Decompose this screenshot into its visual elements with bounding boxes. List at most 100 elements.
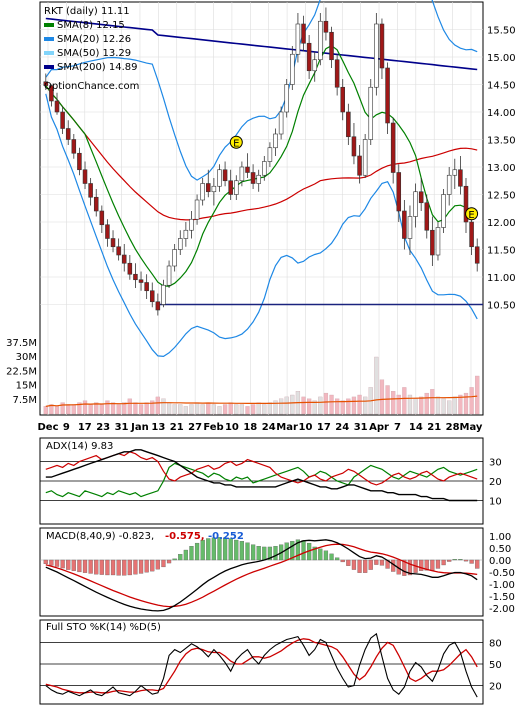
volume-bar (463, 392, 469, 415)
adx-label: ADX(14) 9.83 (46, 441, 113, 452)
macd-histogram-bar (88, 559, 93, 574)
adx-tick-label: 30 (489, 458, 502, 469)
macd-histogram-bar (295, 539, 301, 561)
candle (351, 136, 357, 157)
candle (161, 284, 166, 305)
volume-average-line (45, 395, 478, 407)
macd-histogram-bar (178, 554, 183, 561)
candle (390, 122, 396, 173)
price-tick-label: 14.50 (487, 81, 516, 92)
volume-bar (172, 404, 177, 415)
macd-tick-label: -0.50 (489, 568, 515, 579)
volume-bar (363, 396, 368, 415)
x-tick-label: 9 (63, 422, 70, 433)
macd-value-1: -0.575, (165, 531, 205, 542)
volume-bar (228, 402, 233, 415)
volume-bar (301, 396, 306, 415)
candle (357, 155, 362, 176)
macd-histogram-bar (71, 559, 76, 571)
candle (245, 166, 250, 173)
sma-line (45, 85, 478, 221)
candle (312, 59, 317, 72)
candle (133, 273, 138, 281)
macd-histogram-bar (105, 559, 110, 576)
candle (306, 42, 312, 72)
x-tick-label: 24 (262, 422, 276, 433)
macd-histogram-bar (402, 559, 407, 576)
macd-histogram-bar (172, 558, 177, 561)
macd-histogram-bar (245, 542, 250, 561)
volume-bar (77, 402, 82, 415)
x-tick-label: Feb (203, 422, 223, 433)
candle (183, 229, 189, 239)
macd-histogram-bar (189, 546, 194, 561)
volume-bar (413, 398, 418, 415)
macd-histogram-bar (463, 559, 469, 562)
macd-histogram-bar (447, 559, 452, 562)
price-tick-label: 11.00 (487, 273, 516, 284)
macd-label: MACD(8,40,9) -0.823, (46, 531, 154, 542)
macd-histogram-bar (301, 540, 306, 561)
candle (329, 31, 334, 61)
macd-histogram-bar (94, 559, 99, 575)
volume-bar (105, 400, 110, 415)
x-tick-label: 18 (243, 422, 257, 433)
macd-histogram-bar (122, 559, 127, 576)
price-pane (39, 1, 484, 416)
volume-bar (71, 404, 76, 415)
candle (178, 238, 183, 250)
candle (346, 111, 351, 138)
price-tick-label: 14.00 (487, 108, 516, 119)
x-tick-label: Dec (37, 422, 58, 433)
x-tick-label: May (460, 422, 483, 433)
candle (88, 183, 93, 198)
volume-bar (340, 400, 345, 415)
macd-histogram-bar (340, 559, 345, 563)
macd-histogram-bar (110, 559, 116, 576)
volume-bar (312, 400, 317, 415)
x-tick-label: 21 (427, 422, 441, 433)
volume-bar (430, 389, 435, 415)
volume-bar (329, 394, 334, 415)
volume-bar (424, 392, 429, 415)
earnings-marker (465, 207, 479, 221)
candle (155, 301, 161, 311)
candle (60, 111, 65, 129)
legend-sma50: SMA(50) 13.29 (57, 48, 131, 59)
candle (110, 238, 116, 248)
candle (318, 20, 323, 61)
volume-bar (150, 400, 155, 415)
macd-histogram-bar (183, 549, 188, 561)
candle (65, 128, 71, 140)
macd-histogram-bar (138, 559, 144, 574)
candle (413, 191, 418, 217)
candle (49, 85, 54, 102)
macd-histogram-bar (441, 559, 446, 566)
macd-histogram-bar (150, 559, 155, 572)
candle (323, 20, 329, 33)
macd-histogram-bar (273, 546, 278, 561)
candle (334, 59, 340, 88)
volume-bar (357, 394, 362, 415)
volume-bar (66, 404, 71, 415)
volume-bar (290, 394, 295, 415)
candle (250, 172, 256, 184)
volume-bar (211, 404, 216, 415)
volume-bar (441, 398, 446, 415)
candle (284, 84, 289, 113)
candle (474, 246, 480, 264)
volume-bar (458, 394, 463, 415)
macd-histogram-bar (82, 559, 88, 573)
candle (211, 185, 217, 193)
volume-bar (318, 396, 323, 415)
macd-signal-line (45, 543, 478, 608)
volume-bar (99, 404, 104, 415)
macd-histogram-bar (323, 550, 329, 561)
x-tick-label: 23 (96, 422, 110, 433)
macd-histogram-bar (60, 559, 65, 569)
stoch-tick-label: 80 (489, 638, 502, 649)
volume-bar (335, 398, 340, 415)
macd-histogram-bar (357, 559, 362, 573)
macd-histogram-bar (379, 559, 385, 566)
price-tick-label: 13.00 (487, 163, 516, 174)
